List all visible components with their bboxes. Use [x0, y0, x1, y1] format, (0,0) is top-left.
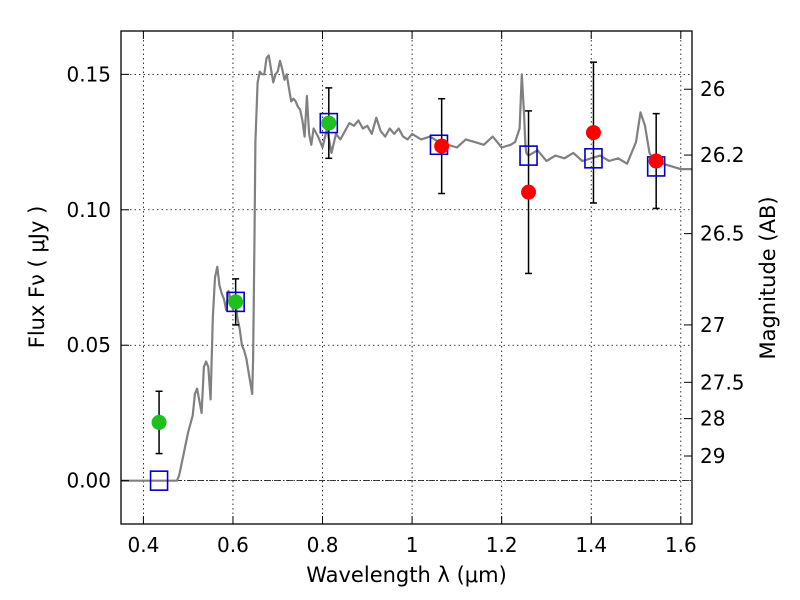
y-axis-title: Flux Fν ( μJy )	[25, 206, 49, 349]
model-band-square	[319, 112, 339, 134]
model-band-square	[149, 470, 169, 491]
observed-point	[434, 138, 450, 154]
right-axis-tick-label: 27	[700, 313, 725, 337]
right-axis-tick-label: 29	[700, 444, 725, 468]
right-axis-tick-label: 26.2	[700, 143, 745, 167]
x-tick-label: 0.8	[307, 533, 339, 557]
observed-point	[228, 294, 244, 310]
y-tick-label: 0.00	[66, 469, 111, 493]
y-tick-label: 0.15	[66, 62, 111, 86]
model-band-square	[226, 291, 245, 313]
right-axis-tick-label: 28	[700, 407, 725, 431]
right-axis-tick-label: 26	[700, 77, 725, 101]
observed-point	[585, 125, 601, 141]
x-tick-label: 1	[406, 533, 419, 557]
y-tick-label: 0.05	[66, 333, 111, 357]
axis-ticks	[121, 31, 692, 524]
observed-point	[521, 184, 537, 200]
right-axis-tick-label: 27.5	[700, 370, 745, 394]
right-axis-title: Magnitude (AB)	[756, 196, 780, 359]
x-tick-label: 1.4	[575, 533, 607, 557]
tick-labels: 0.4 0.6 0.8 1 1.2 1.4 1.6 0.00 0.05 0.10 0.15 26 26.…	[66, 62, 744, 557]
right-axis-tick-label: 26.5	[700, 222, 745, 246]
spectrum-series	[121, 54, 692, 482]
observed-point	[151, 414, 167, 430]
model-band-square	[519, 145, 538, 166]
grid-lines	[121, 31, 692, 524]
x-axis-title: Wavelength λ (μm)	[306, 563, 507, 587]
observed-points	[151, 115, 664, 430]
y-tick-label: 0.10	[66, 198, 111, 222]
x-tick-label: 1.6	[665, 533, 697, 557]
x-tick-label: 1.2	[486, 533, 518, 557]
model-band-squares	[149, 112, 666, 491]
plot-frame	[120, 30, 693, 525]
x-tick-label: 0.4	[127, 533, 159, 557]
model-spectrum-line	[121, 54, 692, 482]
observed-point	[321, 115, 337, 131]
x-tick-label: 0.6	[217, 533, 249, 557]
error-bars	[155, 61, 660, 455]
observed-point	[648, 153, 664, 169]
model-band-square	[584, 148, 603, 169]
